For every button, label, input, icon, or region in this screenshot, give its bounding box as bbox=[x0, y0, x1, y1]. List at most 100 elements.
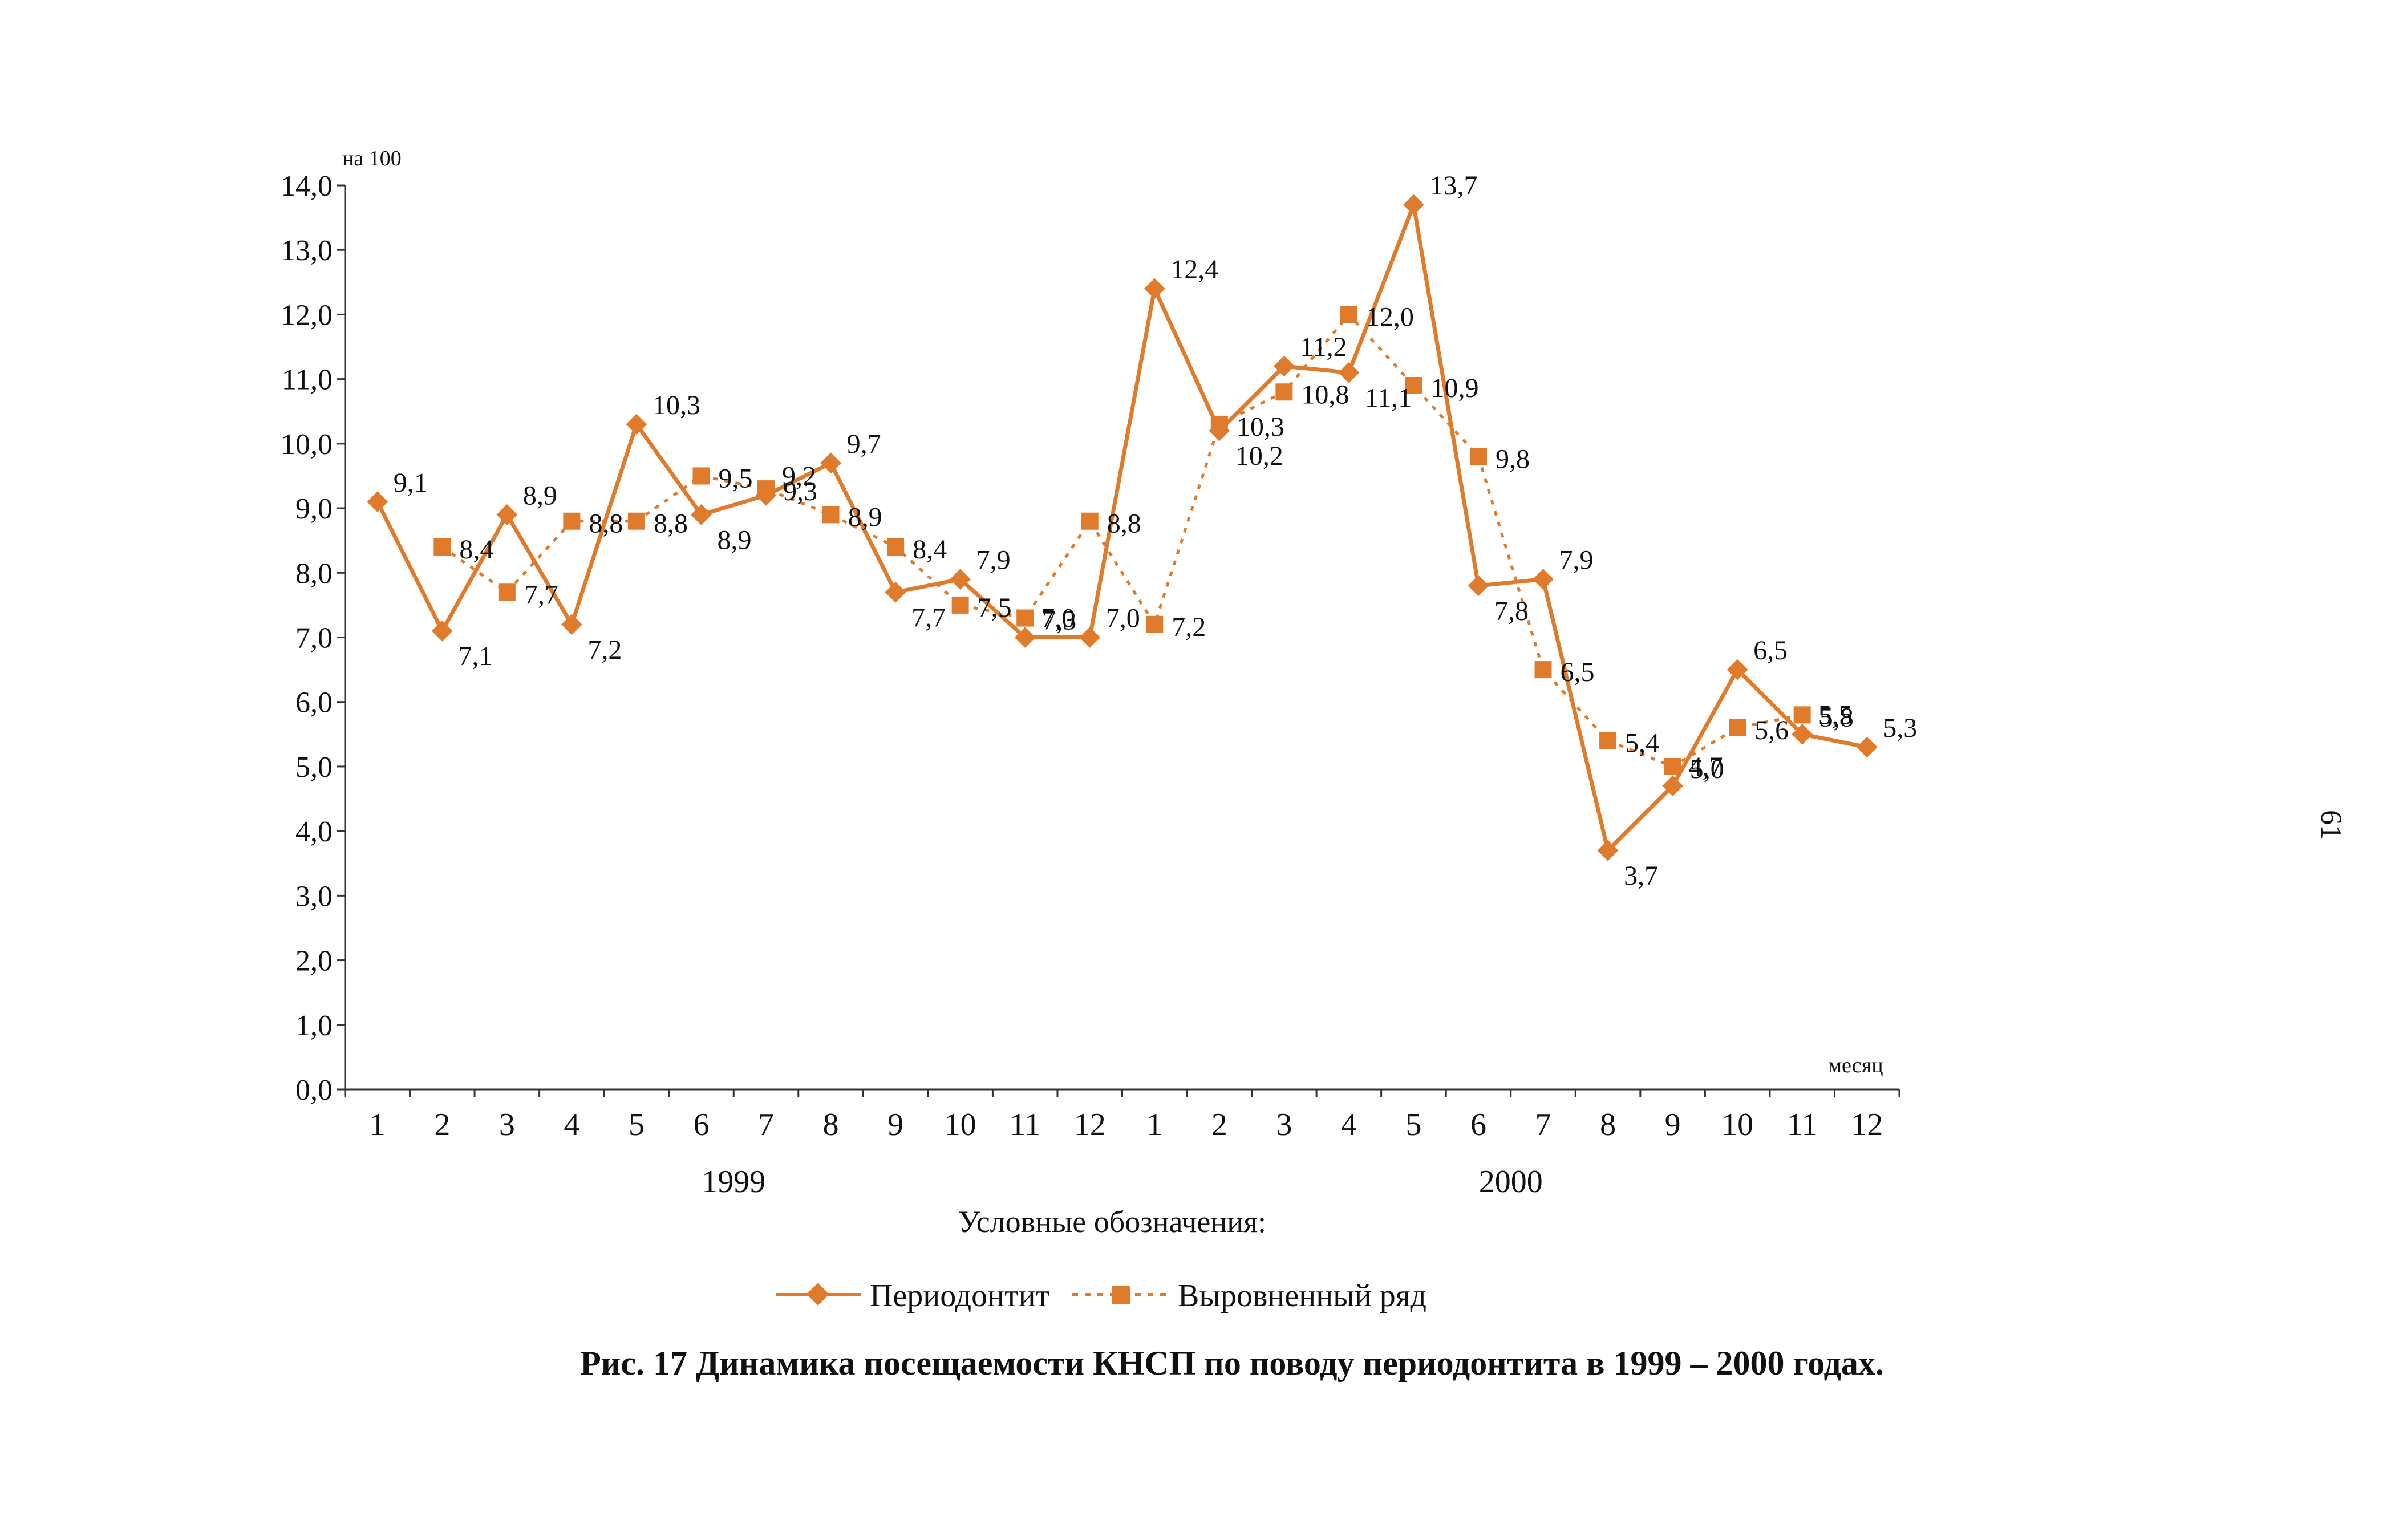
x-tick-label: 9 bbox=[887, 1107, 903, 1142]
x-tick-label: 10 bbox=[1721, 1107, 1753, 1142]
y-tick-label: 12,0 bbox=[281, 299, 333, 331]
aligned-series-point bbox=[1599, 732, 1617, 749]
chart-axes bbox=[344, 185, 1899, 1091]
aligned-data-label: 5,8 bbox=[1819, 702, 1854, 732]
periodontitis-series-point bbox=[1273, 355, 1295, 377]
periodontitis-data-label: 13,7 bbox=[1429, 171, 1477, 201]
y-tick-label: 0,0 bbox=[295, 1074, 333, 1107]
x-tick-label: 5 bbox=[1405, 1107, 1421, 1142]
y-tick-label: 7,0 bbox=[295, 622, 333, 655]
x-tick-label: 11 bbox=[1787, 1107, 1818, 1142]
periodontitis-series-point bbox=[626, 414, 647, 435]
aligned-data-label: 8,4 bbox=[459, 534, 493, 565]
aligned-data-label: 8,8 bbox=[589, 509, 623, 539]
periodontitis-data-label: 12,4 bbox=[1170, 254, 1218, 285]
periodontitis-series-point bbox=[367, 491, 388, 513]
aligned-data-label: 9,3 bbox=[783, 476, 817, 506]
periodontitis-series-point bbox=[1727, 659, 1748, 680]
x-tick-label: 9 bbox=[1665, 1107, 1681, 1142]
periodontitis-data-label: 3,7 bbox=[1624, 861, 1658, 891]
periodontitis-data-label: 8,9 bbox=[717, 525, 751, 555]
x-tick-label: 3 bbox=[499, 1107, 515, 1142]
aligned-series-point bbox=[627, 512, 645, 530]
x-tick-label: 1 bbox=[1146, 1107, 1162, 1142]
periodontitis-data-label: 8,9 bbox=[523, 480, 557, 510]
aligned-series-point bbox=[1016, 609, 1034, 627]
year-labels: 1999 2000 bbox=[702, 1164, 1543, 1199]
aligned-data-label: 8,8 bbox=[654, 509, 688, 539]
aligned-series-point bbox=[1146, 615, 1164, 633]
x-tick-label: 7 bbox=[1535, 1107, 1551, 1142]
aligned-data-label: 7,5 bbox=[978, 593, 1012, 623]
periodontitis-data-label: 7,7 bbox=[911, 602, 946, 633]
periodontitis-data-label: 4,7 bbox=[1689, 752, 1723, 782]
aligned-series-point bbox=[563, 512, 581, 530]
x-tick-label: 1 bbox=[370, 1107, 386, 1142]
periodontitis-data-label: 7,8 bbox=[1494, 596, 1529, 626]
figure-caption: Рис. 17 Динамика посещаемости КНСП по по… bbox=[580, 1344, 1884, 1382]
aligned-series-point bbox=[1081, 512, 1099, 530]
aligned-data-label: 12,0 bbox=[1366, 302, 1414, 332]
legend-label-periodontitis: Периодонтит bbox=[870, 1278, 1049, 1314]
y-tick-label: 8,0 bbox=[295, 557, 333, 590]
y-tick-label: 6,0 bbox=[295, 687, 333, 719]
aligned-data-label: 9,8 bbox=[1496, 444, 1530, 475]
x-tick-label: 4 bbox=[564, 1107, 579, 1142]
aligned-series-point bbox=[692, 467, 710, 485]
x-tick-label: 2 bbox=[434, 1107, 450, 1142]
series-group bbox=[367, 194, 1878, 861]
periodontitis-data-label: 7,9 bbox=[1559, 545, 1594, 576]
x-tick-label: 10 bbox=[945, 1107, 976, 1142]
periodontitis-data-label: 6,5 bbox=[1753, 635, 1788, 666]
periodontitis-series-point bbox=[755, 485, 777, 506]
aligned-series-point bbox=[1340, 306, 1357, 323]
periodontitis-series-point bbox=[1856, 736, 1878, 758]
aligned-data-label: 8,4 bbox=[913, 534, 947, 565]
aligned-series-point bbox=[951, 596, 969, 614]
periodontitis-data-label: 9,1 bbox=[394, 468, 428, 498]
periodontitis-data-label: 11,2 bbox=[1300, 332, 1347, 362]
x-tick-label: 11 bbox=[1010, 1107, 1040, 1142]
aligned-data-label: 9,5 bbox=[718, 463, 752, 493]
periodontitis-data-label: 11,1 bbox=[1365, 383, 1412, 413]
x-tick-label: 12 bbox=[1851, 1107, 1883, 1142]
aligned-data-label: 5,4 bbox=[1625, 728, 1659, 759]
periodontitis-series-point bbox=[1533, 569, 1554, 590]
periodontitis-series-point bbox=[496, 504, 518, 525]
x-tick-label: 6 bbox=[693, 1107, 709, 1142]
x-axis-unit-label: месяц bbox=[1828, 1053, 1883, 1077]
periodontitis-data-label: 10,3 bbox=[653, 390, 700, 420]
x-tick-label: 7 bbox=[758, 1107, 774, 1142]
aligned-series-point bbox=[433, 538, 451, 556]
y-tick-label: 10,0 bbox=[281, 428, 333, 461]
aligned-series-point bbox=[1469, 448, 1487, 465]
periodontitis-series-point bbox=[1144, 278, 1165, 299]
x-tick-label: 6 bbox=[1470, 1107, 1486, 1142]
periodontitis-series-point bbox=[820, 452, 841, 474]
aligned-series-point bbox=[1729, 719, 1746, 736]
legend-item-aligned-series: Выровненный ряд bbox=[1072, 1278, 1426, 1314]
periodontitis-series-point bbox=[1338, 362, 1360, 383]
periodontitis-series-point bbox=[1079, 627, 1101, 648]
y-tick-label: 9,0 bbox=[295, 493, 333, 525]
aligned-series-point bbox=[887, 538, 905, 556]
y-tick-label: 5,0 bbox=[295, 751, 333, 784]
periodontitis-series-point bbox=[691, 504, 712, 525]
aligned-data-label: 8,9 bbox=[848, 502, 882, 532]
y-axis-unit-label: на 100 bbox=[342, 147, 402, 171]
periodontitis-series-point bbox=[1597, 840, 1619, 861]
aligned-data-label: 5,0 bbox=[1690, 754, 1724, 784]
periodontitis-data-label: 9,7 bbox=[847, 429, 881, 459]
aligned-data-label: 6,5 bbox=[1561, 657, 1595, 687]
aligned-data-label: 8,8 bbox=[1107, 509, 1141, 539]
y-tick-label: 4,0 bbox=[295, 816, 333, 848]
periodontitis-data-label: 7,0 bbox=[1041, 603, 1075, 634]
periodontitis-series-point bbox=[1209, 420, 1230, 441]
y-tick-label: 2,0 bbox=[295, 945, 333, 978]
y-tick-label: 1,0 bbox=[295, 1010, 333, 1042]
periodontitis-data-label: 7,0 bbox=[1106, 603, 1140, 634]
periodontitis-data-label: 5,3 bbox=[1883, 713, 1917, 743]
x-tick-label: 12 bbox=[1074, 1107, 1106, 1142]
